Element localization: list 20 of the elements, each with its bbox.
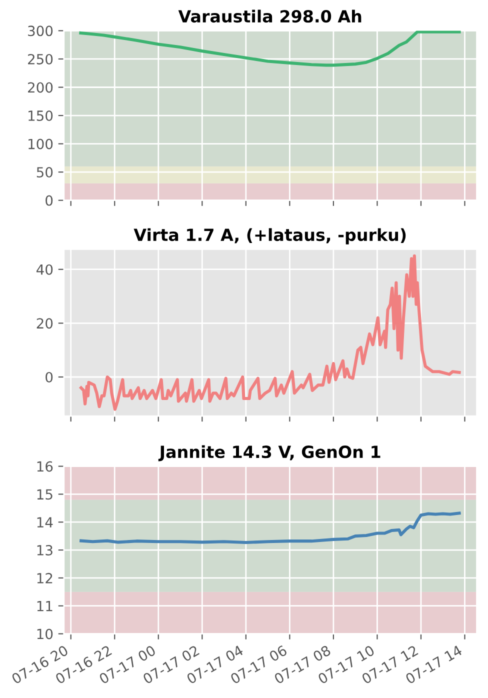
chart-title: Varaustila 298.0 Ah <box>178 10 362 23</box>
chart-title: Virta 1.7 A, (+lataus, -purku) <box>134 228 406 244</box>
y-tick-label: 16 <box>37 461 53 472</box>
y-tick-label: 0 <box>46 372 53 382</box>
y-tick-label: 14 <box>37 517 53 528</box>
y-tick-label: 250 <box>28 54 53 64</box>
y-tick-label: 300 <box>28 26 53 36</box>
y-tick-label: 200 <box>28 82 53 93</box>
y-tick-label: 10 <box>37 628 53 640</box>
y-tick-label: 0 <box>46 195 53 206</box>
y-tick-label: 20 <box>36 318 53 329</box>
y-tick-label: 15 <box>37 489 52 500</box>
y-tick-label: 11 <box>37 601 52 612</box>
y-tick-label: 50 <box>36 167 53 178</box>
y-tick-label: 12 <box>37 572 52 584</box>
y-tick-label: 100 <box>28 138 53 150</box>
y-tick-label: 40 <box>36 264 53 275</box>
y-tick-label: 13 <box>37 544 52 556</box>
chart-title: Jannite 14.3 V, GenOn 1 <box>158 445 380 462</box>
y-tick-label: 150 <box>28 110 53 121</box>
